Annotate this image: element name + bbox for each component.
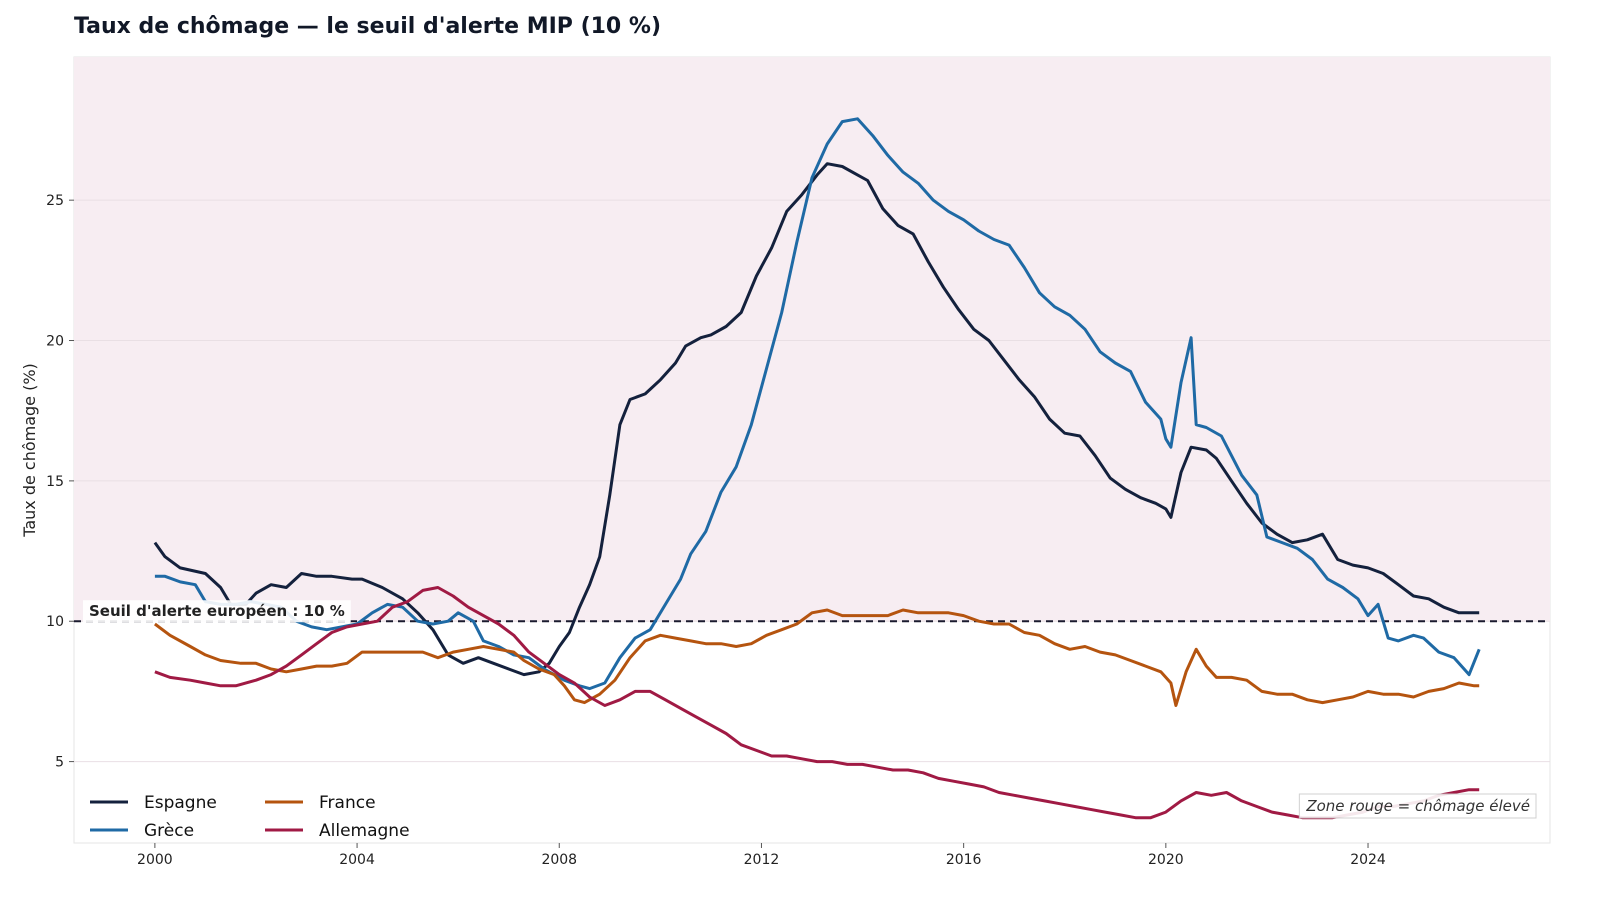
y-axis: 5 10 15 20 25	[46, 193, 74, 771]
y-tick-label: 20	[46, 334, 64, 350]
y-tick-label: 15	[46, 474, 64, 490]
chart-title: Taux de chômage — le seuil d'alerte MIP …	[74, 14, 661, 39]
y-axis-label: Taux de chômage (%)	[20, 363, 39, 538]
x-tick-label: 2020	[1148, 852, 1184, 868]
series-line-allemagne	[154, 586, 1480, 820]
red-zone-shading	[74, 57, 1550, 622]
x-tick-label: 2000	[137, 852, 173, 868]
x-axis: 2000 2004 2008 2012 2016 2020 2024	[137, 843, 1386, 868]
series-line-france	[154, 608, 1480, 707]
y-tick-label: 5	[55, 755, 64, 771]
threshold-label: Seuil d'alerte européen : 10 %	[89, 602, 345, 620]
zone-note-box	[1298, 793, 1537, 819]
x-tick-label: 2012	[744, 852, 780, 868]
legend-label: Grèce	[144, 821, 194, 841]
x-tick-label: 2024	[1350, 852, 1386, 868]
y-tick-label: 10	[46, 614, 64, 630]
x-tick-label: 2004	[339, 852, 375, 868]
legend-label: France	[319, 793, 376, 813]
x-tick-label: 2008	[541, 852, 577, 868]
y-tick-label: 25	[46, 193, 64, 209]
legend-label: Allemagne	[319, 821, 410, 841]
x-tick-label: 2016	[946, 852, 982, 868]
legend-label: Espagne	[144, 793, 217, 813]
series-line-gr-ce	[154, 117, 1481, 691]
threshold-label-background	[83, 600, 351, 623]
zone-note: Zone rouge = chômage élevé	[1305, 797, 1530, 815]
legend: Espagne Grèce France Allemagne	[90, 793, 410, 841]
series-lines	[153, 117, 1481, 820]
